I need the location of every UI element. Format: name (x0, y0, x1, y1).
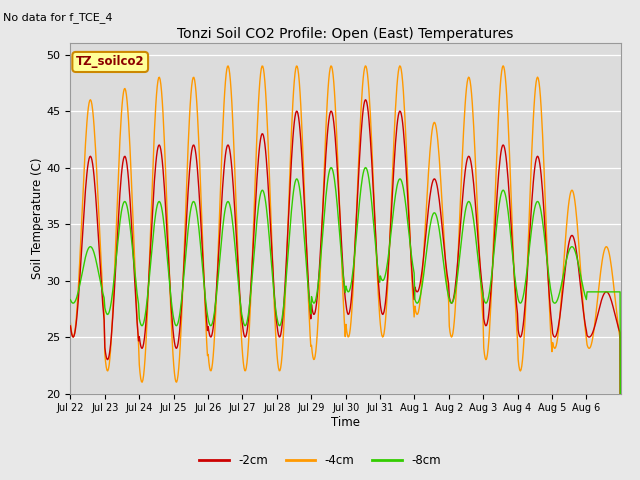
Legend: -2cm, -4cm, -8cm: -2cm, -4cm, -8cm (195, 449, 445, 472)
X-axis label: Time: Time (331, 416, 360, 429)
Y-axis label: Soil Temperature (C): Soil Temperature (C) (31, 157, 44, 279)
Title: Tonzi Soil CO2 Profile: Open (East) Temperatures: Tonzi Soil CO2 Profile: Open (East) Temp… (177, 27, 514, 41)
Text: No data for f_TCE_4: No data for f_TCE_4 (3, 12, 113, 23)
Text: TZ_soilco2: TZ_soilco2 (76, 56, 145, 69)
